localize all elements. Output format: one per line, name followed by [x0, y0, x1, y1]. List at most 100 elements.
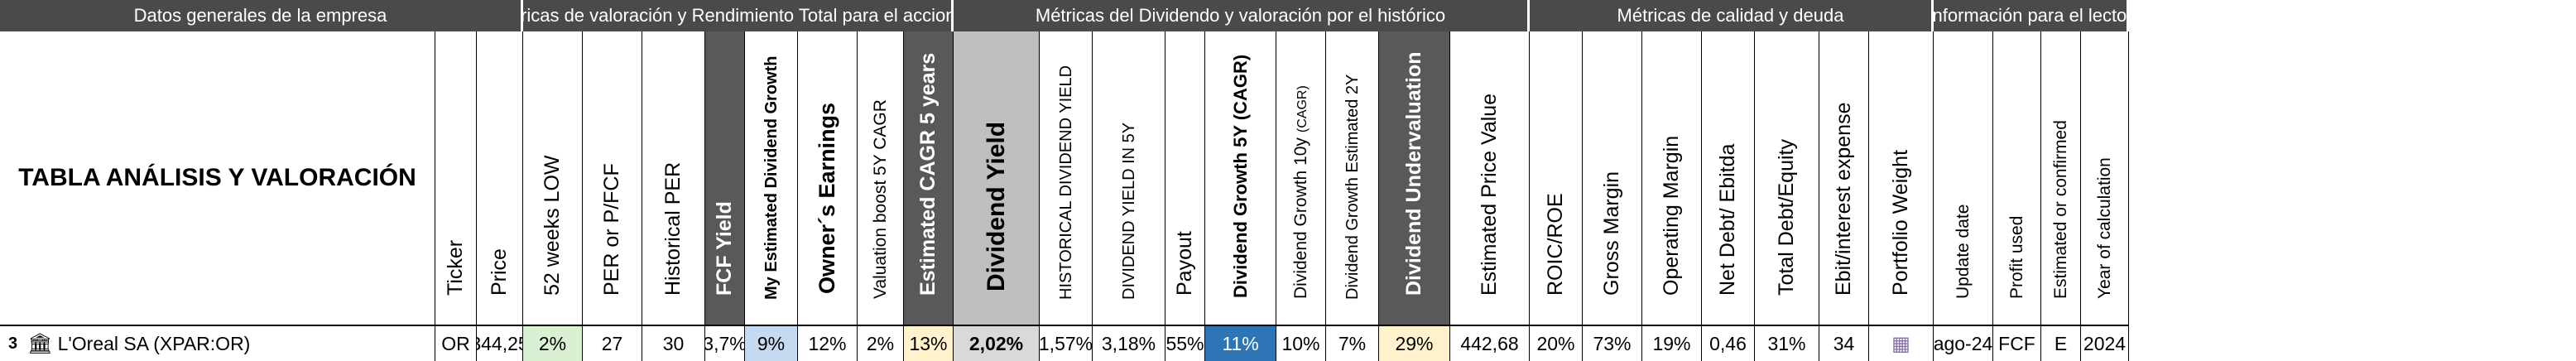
header-low52[interactable]: 52 weeks LOW [523, 31, 583, 326]
cell-price[interactable]: 344,25 [477, 326, 523, 361]
cell-fcf[interactable]: 3,7% [705, 326, 745, 361]
header-text-nde: Net Debt/ Ebitda [1716, 143, 1739, 296]
row-number: 3 [8, 334, 18, 353]
cell-est[interactable]: E [2041, 326, 2081, 361]
bank-icon: 🏛 [27, 332, 53, 355]
header-label-est: Estimated or confirmed [2051, 120, 2070, 299]
header-text-hper: Historical PER [661, 161, 685, 296]
header-label-vboost: Valuation boost 5Y CAGR [871, 99, 890, 299]
header-ticker[interactable]: Ticker [435, 31, 477, 326]
header-text-hdy: HISTORICAL DIVIDEND YIELD [1056, 65, 1075, 300]
header-text-cagr5: Estimated CAGR 5 years [916, 52, 940, 296]
header-text-dy: Dividend Yield [982, 121, 1010, 291]
header-cagr5[interactable]: Estimated CAGR 5 years [904, 31, 954, 326]
band-quality: Métricas de calidad y deuda [1530, 0, 1934, 31]
header-label-low52: 52 weeks LOW [541, 155, 564, 296]
cell-gm[interactable]: 73% [1583, 326, 1642, 361]
header-eie[interactable]: Ebit/interest expense [1819, 31, 1869, 326]
cell-om[interactable]: 19% [1642, 326, 1702, 361]
band-dividend: Métricas del Dividendo y valoración por … [954, 0, 1530, 31]
header-om[interactable]: Operating Margin [1642, 31, 1702, 326]
header-text-pw: Portfolio Weight [1889, 149, 1912, 296]
cell-tde[interactable]: 31% [1755, 326, 1819, 361]
header-label-price: Price [488, 248, 511, 296]
cell-hdy[interactable]: 1,57% [1040, 326, 1093, 361]
header-vboost[interactable]: Valuation boost 5Y CAGR [858, 31, 904, 326]
chart-icon: ▦ [1891, 332, 1910, 355]
cell-profit[interactable]: FCF [1993, 326, 2041, 361]
cell-ticker[interactable]: OR [435, 326, 477, 361]
header-price[interactable]: Price [477, 31, 523, 326]
header-text-year: Year of calculation [2095, 157, 2114, 299]
header-payout[interactable]: Payout [1165, 31, 1205, 326]
header-text-dy5: DIVIDEND YIELD IN 5Y [1119, 122, 1138, 300]
header-text-roic: ROIC/ROE [1544, 193, 1567, 296]
header-label-roic: ROIC/ROE [1544, 193, 1567, 296]
cell-low52[interactable]: 2% [523, 326, 583, 361]
header-label-om: Operating Margin [1660, 136, 1683, 296]
header-label-per: PER or P/FCF [600, 163, 623, 296]
header-dy[interactable]: Dividend Yield [954, 31, 1040, 326]
cell-hper[interactable]: 30 [642, 326, 705, 361]
header-upd[interactable]: Update date [1934, 31, 1993, 326]
header-pw[interactable]: Portfolio Weight [1869, 31, 1934, 326]
header-nde[interactable]: Net Debt/ Ebitda [1702, 31, 1755, 326]
header-hper[interactable]: Historical PER [642, 31, 705, 326]
cell-roic[interactable]: 20% [1530, 326, 1583, 361]
cell-dg2[interactable]: 7% [1326, 326, 1379, 361]
header-year[interactable]: Year of calculation [2081, 31, 2129, 326]
header-dg2[interactable]: Dividend Growth Estimated 2Y [1326, 31, 1379, 326]
company-cell[interactable]: 3 🏛 L'Oreal SA (XPAR:OR) [0, 326, 435, 361]
header-est[interactable]: Estimated or confirmed [2041, 31, 2081, 326]
cell-dg5[interactable]: 11% [1205, 326, 1276, 361]
header-label-upd: Update date [1954, 205, 1973, 299]
header-hdy[interactable]: HISTORICAL DIVIDEND YIELD [1040, 31, 1093, 326]
header-gm[interactable]: Gross Margin [1583, 31, 1642, 326]
header-dg10[interactable]: Dividend Growth 10y (CAGR) [1276, 31, 1326, 326]
header-tde[interactable]: Total Debt/Equity [1755, 31, 1819, 326]
header-owner[interactable]: Owner´s Earnings [798, 31, 858, 326]
header-text-epv: Estimated Price Value [1478, 93, 1501, 296]
header-label-tde: Total Debt/Equity [1775, 139, 1798, 296]
cell-dg10[interactable]: 10% [1276, 326, 1326, 361]
cell-du[interactable]: 29% [1379, 326, 1450, 361]
header-label-hdy: HISTORICAL DIVIDEND YIELD [1056, 65, 1075, 300]
header-label-gm: Gross Margin [1600, 171, 1623, 296]
header-profit[interactable]: Profit used [1993, 31, 2041, 326]
header-text-eie: Ebit/interest expense [1832, 102, 1855, 296]
cell-owner[interactable]: 12% [798, 326, 858, 361]
cell-per[interactable]: 27 [583, 326, 642, 361]
header-label-du: Dividend Undervaluation [1402, 52, 1425, 296]
header-text-tde: Total Debt/Equity [1775, 139, 1798, 296]
cell-payout[interactable]: 55% [1165, 326, 1205, 361]
cell-year[interactable]: 2024 [2081, 326, 2129, 361]
header-label-ticker: Ticker [444, 239, 467, 296]
table-title: TABLA ANÁLISIS Y VALORACIÓN [0, 31, 435, 326]
cell-eie[interactable]: 34 [1819, 326, 1869, 361]
header-mydg[interactable]: My Estimated Dividend Growth [745, 31, 798, 326]
cell-dy[interactable]: 2,02% [954, 326, 1040, 361]
header-dy5[interactable]: DIVIDEND YIELD IN 5Y [1093, 31, 1165, 326]
header-label-pw: Portfolio Weight [1889, 149, 1912, 296]
cell-nde[interactable]: 0,46 [1702, 326, 1755, 361]
cell-epv[interactable]: 442,68 [1450, 326, 1530, 361]
header-roic[interactable]: ROIC/ROE [1530, 31, 1583, 326]
header-label-profit: Profit used [2007, 216, 2026, 299]
header-label-payout: Payout [1173, 231, 1196, 296]
cell-dy5[interactable]: 3,18% [1093, 326, 1165, 361]
cell-cagr5[interactable]: 13% [904, 326, 954, 361]
header-label-dg5: Dividend Growth 5Y (CAGR) [1230, 55, 1251, 298]
header-text-ticker: Ticker [444, 239, 467, 296]
cell-mydg[interactable]: 9% [745, 326, 798, 361]
header-fcf[interactable]: FCF Yield [705, 31, 745, 326]
company-name: L'Oreal SA (XPAR:OR) [57, 332, 251, 354]
header-dg5[interactable]: Dividend Growth 5Y (CAGR) [1205, 31, 1276, 326]
header-du[interactable]: Dividend Undervaluation [1379, 31, 1450, 326]
header-epv[interactable]: Estimated Price Value [1450, 31, 1530, 326]
cell-upd[interactable]: ago-24 [1934, 326, 1993, 361]
header-per[interactable]: PER or P/FCF [583, 31, 642, 326]
header-label-dy: Dividend Yield [982, 121, 1010, 291]
cell-pw[interactable]: ▦ [1869, 326, 1934, 361]
cell-vboost[interactable]: 2% [858, 326, 904, 361]
